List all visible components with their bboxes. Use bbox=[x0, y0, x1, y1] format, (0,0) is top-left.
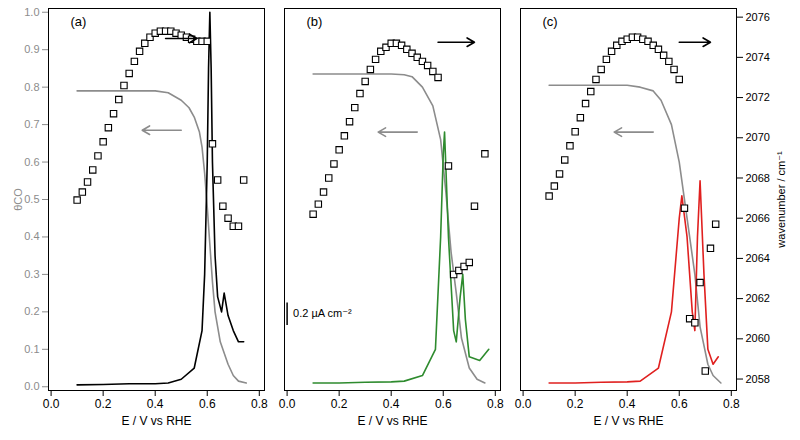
svg-text:0.4: 0.4 bbox=[383, 397, 400, 411]
svg-text:0.0: 0.0 bbox=[24, 380, 39, 392]
svg-text:0.6: 0.6 bbox=[671, 397, 688, 411]
svg-text:0.5: 0.5 bbox=[24, 193, 39, 205]
svg-text:2068: 2068 bbox=[746, 172, 770, 184]
svg-text:0.7: 0.7 bbox=[24, 118, 39, 130]
svg-text:0.6: 0.6 bbox=[24, 156, 39, 168]
svg-text:0.0: 0.0 bbox=[515, 397, 532, 411]
svg-text:0.0: 0.0 bbox=[43, 397, 60, 411]
svg-text:0.2: 0.2 bbox=[567, 397, 584, 411]
svg-text:θCO: θCO bbox=[12, 188, 24, 211]
svg-text:0.4: 0.4 bbox=[24, 230, 39, 242]
svg-text:0.2: 0.2 bbox=[24, 305, 39, 317]
svg-text:2072: 2072 bbox=[746, 91, 770, 103]
svg-text:E / V vs RHE: E / V vs RHE bbox=[593, 414, 663, 428]
svg-text:0.6: 0.6 bbox=[435, 397, 452, 411]
svg-text:(b): (b) bbox=[307, 14, 323, 29]
svg-text:(a): (a) bbox=[71, 14, 87, 29]
svg-text:0.9: 0.9 bbox=[24, 43, 39, 55]
svg-text:0.2 µA cm⁻²: 0.2 µA cm⁻² bbox=[293, 307, 352, 319]
svg-text:2066: 2066 bbox=[746, 212, 770, 224]
svg-text:wavenumber / cm⁻¹: wavenumber / cm⁻¹ bbox=[775, 151, 787, 249]
svg-text:E / V vs RHE: E / V vs RHE bbox=[121, 414, 191, 428]
svg-text:0.0: 0.0 bbox=[279, 397, 296, 411]
svg-text:2076: 2076 bbox=[746, 11, 770, 23]
svg-text:E / V vs RHE: E / V vs RHE bbox=[357, 414, 427, 428]
svg-text:0.2: 0.2 bbox=[331, 397, 348, 411]
svg-text:1.0: 1.0 bbox=[24, 6, 39, 18]
svg-text:2058: 2058 bbox=[746, 373, 770, 385]
svg-text:2060: 2060 bbox=[746, 332, 770, 344]
svg-text:2062: 2062 bbox=[746, 292, 770, 304]
svg-text:0.4: 0.4 bbox=[619, 397, 636, 411]
svg-text:0.2: 0.2 bbox=[95, 397, 112, 411]
svg-text:0.8: 0.8 bbox=[487, 397, 504, 411]
svg-text:0.6: 0.6 bbox=[199, 397, 216, 411]
svg-text:0.8: 0.8 bbox=[723, 397, 740, 411]
svg-text:0.4: 0.4 bbox=[147, 397, 164, 411]
svg-text:2074: 2074 bbox=[746, 51, 770, 63]
svg-text:0.8: 0.8 bbox=[24, 81, 39, 93]
svg-text:0.3: 0.3 bbox=[24, 268, 39, 280]
svg-text:0.1: 0.1 bbox=[24, 343, 39, 355]
svg-text:2064: 2064 bbox=[746, 252, 770, 264]
svg-text:(c): (c) bbox=[543, 14, 558, 29]
svg-text:0.8: 0.8 bbox=[251, 397, 268, 411]
svg-text:2070: 2070 bbox=[746, 131, 770, 143]
